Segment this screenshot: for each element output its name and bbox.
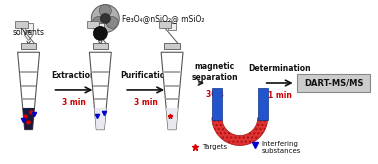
- Text: DART-MS/MS: DART-MS/MS: [304, 79, 363, 87]
- Bar: [258, 88, 268, 120]
- Circle shape: [100, 14, 110, 23]
- Polygon shape: [212, 118, 268, 145]
- Text: 1 min: 1 min: [268, 91, 291, 100]
- Bar: [96, 22, 104, 31]
- Bar: [93, 43, 108, 49]
- Text: magnetic
separation: magnetic separation: [192, 62, 238, 82]
- Text: Determination: Determination: [248, 64, 311, 73]
- Circle shape: [93, 17, 104, 29]
- Bar: [21, 43, 36, 49]
- Text: 3 min: 3 min: [62, 98, 86, 107]
- Text: Interfering
substances: Interfering substances: [262, 141, 301, 154]
- Text: 30 s: 30 s: [206, 90, 224, 99]
- Bar: [168, 22, 176, 31]
- Text: Fe₃O₄@nSiO₂@ mSiO₂: Fe₃O₄@nSiO₂@ mSiO₂: [122, 14, 205, 23]
- Polygon shape: [161, 52, 183, 130]
- FancyBboxPatch shape: [297, 74, 370, 92]
- Bar: [15, 20, 28, 28]
- Text: 3 min: 3 min: [134, 98, 158, 107]
- Circle shape: [91, 5, 119, 32]
- Text: Purification: Purification: [120, 71, 171, 80]
- Bar: [87, 20, 99, 28]
- Polygon shape: [18, 52, 40, 130]
- Text: Extraction: Extraction: [52, 71, 96, 80]
- Bar: [25, 22, 33, 31]
- Circle shape: [93, 26, 107, 40]
- Circle shape: [106, 17, 118, 29]
- Circle shape: [99, 5, 111, 17]
- Polygon shape: [25, 31, 33, 40]
- Polygon shape: [23, 108, 34, 130]
- Bar: [212, 88, 222, 120]
- Polygon shape: [89, 52, 111, 130]
- Text: Targets: Targets: [202, 144, 227, 150]
- Bar: [164, 43, 180, 49]
- Polygon shape: [166, 108, 178, 130]
- Polygon shape: [94, 108, 106, 130]
- Bar: [159, 20, 171, 28]
- Text: solvents: solvents: [12, 28, 45, 37]
